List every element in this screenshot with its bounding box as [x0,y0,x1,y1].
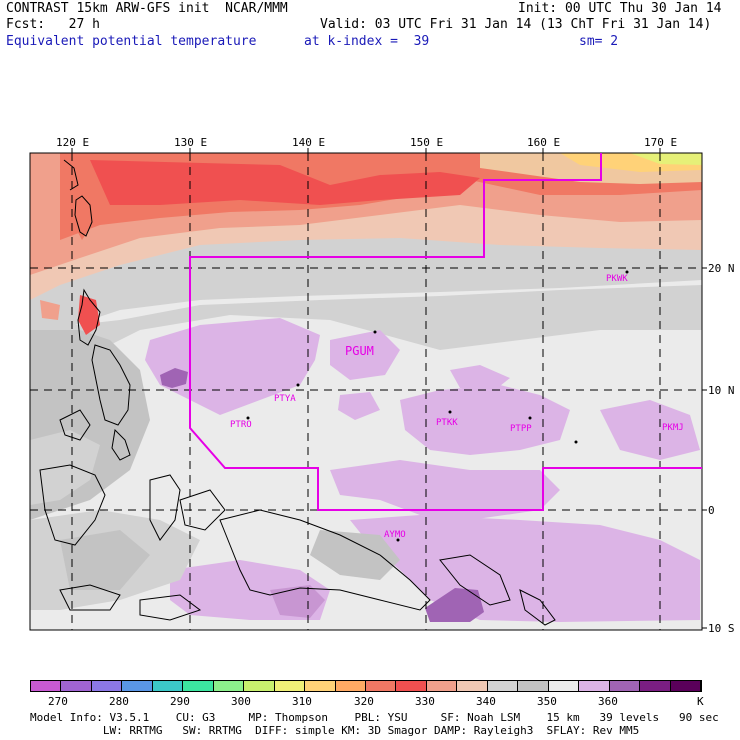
theta-e-field [30,153,702,630]
colorbar-label: 290 [170,695,190,708]
station-pgum: PGUM [345,344,374,358]
colorbar-segment [640,681,671,691]
colorbar-segment [487,681,519,691]
colorbar-label: 300 [231,695,251,708]
forecast-hour: Fcst: 27 h [6,17,100,32]
colorbar-segment [579,681,610,691]
colorbar-segment [548,681,580,691]
valid-time: Valid: 03 UTC Fri 31 Jan 14 (13 ChT Fri … [320,17,712,32]
colorbar-label: 270 [48,695,68,708]
model-info: Model Info: V3.5.1 CU: G3 MP: Thompson P… [30,711,719,724]
colorbar-segment [152,681,184,691]
lon-label-160: 160 E [527,136,561,149]
colorbar-segment [213,681,245,691]
colorbar-label: 320 [354,695,374,708]
station-pkmj: PKMJ [662,423,684,433]
colorbar-segment [274,681,306,691]
colorbar-segment [670,681,701,691]
field-name: Equivalent potential temperature [6,34,257,49]
colorbar-segment [457,681,488,691]
colorbar-label: 310 [292,695,312,708]
lon-label-130: 130 E [174,136,208,149]
colorbar-unit: K [697,695,704,708]
coastlines [39,159,556,626]
model-title: CONTRAST 15km ARW-GFS init NCAR/MMM [6,1,288,16]
region-boundary [189,153,702,511]
level-index: at k-index = 39 [304,34,430,49]
init-time: Init: 00 UTC Thu 30 Jan 14 [518,1,722,16]
colorbar-label: 330 [415,695,435,708]
model-physics: LW: RRTMG SW: RRTMG DIFF: simple KM: 3D … [30,724,640,737]
smoothing: sm= 2 [579,34,619,49]
station-ptya: PTYA [274,394,296,404]
colorbar-segment [91,681,123,691]
lat-label-10n: 10 N [708,384,735,397]
lat-label-0: 0 [708,504,715,517]
colorbar-label: 340 [476,695,496,708]
colorbar-segment [31,681,62,691]
colorbar-segment [365,681,397,691]
station-ptro: PTRO [230,420,252,430]
colorbar-segment [609,681,641,691]
map-frame [29,152,703,631]
colorbar-segment [426,681,458,691]
colorbar-label: 280 [109,695,129,708]
lon-label-170: 170 E [644,136,678,149]
colorbar [30,680,702,692]
colorbar-label: 360 [598,695,618,708]
lon-label-120: 120 E [56,136,90,149]
colorbar-label: 350 [537,695,557,708]
station-ptkk: PTKK [436,418,458,428]
colorbar-segment [335,681,366,691]
colorbar-segment [396,681,427,691]
colorbar-segment [518,681,549,691]
lon-label-140: 140 E [292,136,326,149]
station-pkwk: PKWK [606,274,628,284]
colorbar-segment [183,681,214,691]
lat-label-10s: 10 S [708,622,735,635]
station-aymo: AYMO [384,530,406,540]
colorbar-segment [61,681,92,691]
ticks [71,148,707,629]
colorbar-segment [244,681,275,691]
lon-label-150: 150 E [410,136,444,149]
station-dots [246,270,629,542]
colorbar-segment [305,681,336,691]
station-ptpp: PTPP [510,424,532,434]
lat-label-20n: 20 N [708,262,735,275]
colorbar-segment [122,681,153,691]
